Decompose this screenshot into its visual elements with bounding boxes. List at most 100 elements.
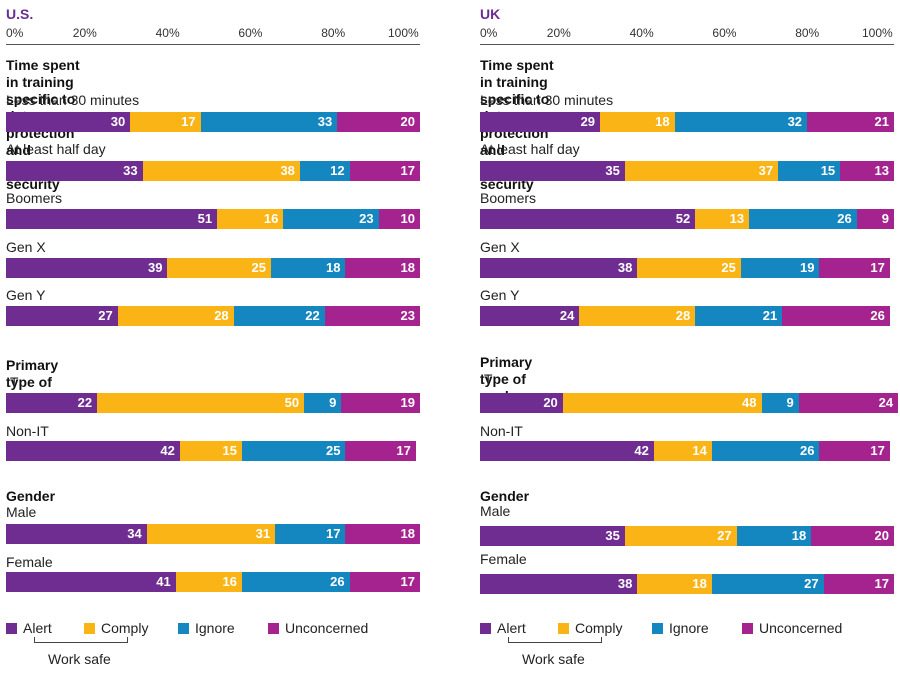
- category-label: At least half day: [6, 141, 106, 157]
- bar-segment-ignore: 12: [299, 161, 350, 181]
- stacked-bar: 42 14 26 17: [480, 441, 894, 461]
- bar-segment-ignore: 32: [674, 112, 808, 132]
- bar-segment-ignore: 17: [275, 524, 346, 544]
- bar-segment-alert: 20: [480, 393, 563, 413]
- legend-item-comply: Comply: [558, 620, 622, 636]
- legend-swatch: [6, 623, 17, 634]
- bar-segment-alert: 42: [6, 441, 180, 461]
- legend-item-unconcerned: Unconcerned: [742, 620, 842, 636]
- bar-segment-comply: 28: [579, 306, 696, 326]
- bar-segment-alert: 24: [480, 306, 580, 326]
- bar-segment-alert: 33: [6, 161, 143, 181]
- stacked-bar: 24 28 21 26: [480, 306, 894, 326]
- category-label: IT: [6, 374, 19, 390]
- work-safe-label: Work safe: [522, 651, 585, 667]
- bar-segment-unconcerned: 20: [337, 112, 420, 132]
- chart-title: U.S.: [6, 6, 34, 22]
- legend-label: Comply: [575, 620, 623, 636]
- axis-tick-label: 100%: [862, 26, 893, 40]
- bar-segment-comply: 25: [167, 258, 271, 278]
- legend-item-comply: Comply: [84, 620, 148, 636]
- legend-swatch: [742, 623, 753, 634]
- legend-swatch: [178, 623, 189, 634]
- legend-label: Ignore: [195, 620, 235, 636]
- legend-label: Alert: [23, 620, 52, 636]
- bar-segment-ignore: 9: [761, 393, 799, 413]
- stacked-bar: 20 48 9 24: [480, 393, 899, 413]
- work-safe-bracket: [34, 637, 128, 643]
- legend-item-ignore: Ignore: [178, 620, 235, 636]
- bar-segment-unconcerned: 20: [811, 526, 894, 546]
- work-safe-label: Work safe: [48, 651, 111, 667]
- category-label: IT: [480, 371, 493, 387]
- axis-tick-label: 100%: [388, 26, 419, 40]
- axis-tick-label: 40%: [629, 26, 654, 40]
- bar-segment-alert: 39: [6, 258, 168, 278]
- category-label: Boomers: [480, 190, 537, 206]
- section-title: Gender: [480, 488, 530, 504]
- bar-segment-alert: 30: [6, 112, 131, 132]
- bar-segment-unconcerned: 18: [345, 258, 420, 278]
- bar-segment-ignore: 26: [241, 572, 350, 592]
- category-label: Female: [480, 551, 527, 567]
- bar-segment-alert: 41: [6, 572, 176, 592]
- stacked-bar: 42 15 25 17: [6, 441, 420, 461]
- bar-segment-ignore: 22: [233, 306, 325, 326]
- stacked-bar: 33 38 12 17: [6, 161, 420, 181]
- bar-segment-ignore: 33: [200, 112, 338, 132]
- bar-segment-comply: 16: [217, 209, 284, 229]
- legend-item-alert: Alert: [6, 620, 52, 636]
- bar-segment-unconcerned: 17: [349, 572, 420, 592]
- bar-segment-unconcerned: 26: [782, 306, 890, 326]
- bar-segment-comply: 37: [624, 161, 779, 181]
- bar-segment-ignore: 23: [283, 209, 379, 229]
- stacked-bar: 30 17 33 20: [6, 112, 420, 132]
- bar-segment-comply: 15: [179, 441, 242, 461]
- bar-segment-comply: 31: [146, 524, 276, 544]
- legend-swatch: [268, 623, 279, 634]
- bar-segment-alert: 42: [480, 441, 654, 461]
- bar-segment-ignore: 9: [304, 393, 342, 413]
- bar-segment-comply: 27: [624, 526, 737, 546]
- bar-segment-unconcerned: 10: [378, 209, 420, 229]
- axis-tick-label: 60%: [238, 26, 263, 40]
- stacked-bar: 35 37 15 13: [480, 161, 894, 181]
- bar-segment-comply: 13: [695, 209, 750, 229]
- category-label: Male: [6, 504, 37, 520]
- bar-segment-unconcerned: 18: [345, 524, 420, 544]
- category-label: Boomers: [6, 190, 63, 206]
- category-label: Less than 30 minutes: [480, 92, 614, 108]
- axis-tick-label: 0%: [480, 26, 498, 40]
- legend-item-alert: Alert: [480, 620, 526, 636]
- stacked-bar: 52 13 26 9: [480, 209, 894, 229]
- axis-tick-label: 40%: [155, 26, 180, 40]
- bar-segment-comply: 25: [637, 258, 741, 278]
- legend-swatch: [558, 623, 569, 634]
- bar-segment-comply: 18: [637, 574, 712, 594]
- category-label: Gen Y: [480, 287, 520, 303]
- stacked-bar: 35 27 18 20: [480, 526, 894, 546]
- bar-segment-ignore: 26: [711, 441, 820, 461]
- legend-swatch: [652, 623, 663, 634]
- bar-segment-unconcerned: 17: [345, 441, 416, 461]
- bar-segment-comply: 14: [653, 441, 712, 461]
- stacked-bar: 38 25 19 17: [480, 258, 894, 278]
- legend-swatch: [84, 623, 95, 634]
- bar-segment-unconcerned: 17: [349, 161, 420, 181]
- category-label: Gen X: [480, 239, 520, 255]
- axis-line: [6, 44, 420, 45]
- bar-segment-comply: 48: [562, 393, 762, 413]
- category-label: Less than 30 minutes: [6, 92, 140, 108]
- bar-segment-ignore: 21: [695, 306, 783, 326]
- bar-segment-unconcerned: 13: [840, 161, 894, 181]
- chart-title: UK: [480, 6, 501, 22]
- category-label: Non-IT: [6, 423, 49, 439]
- axis-tick-label: 20%: [546, 26, 571, 40]
- bar-segment-alert: 38: [480, 574, 638, 594]
- bar-segment-alert: 35: [480, 161, 625, 181]
- bar-segment-unconcerned: 9: [856, 209, 894, 229]
- stacked-bar: 39 25 18 18: [6, 258, 420, 278]
- bar-segment-alert: 34: [6, 524, 147, 544]
- section-title: Gender: [6, 488, 56, 504]
- bar-segment-alert: 52: [480, 209, 696, 229]
